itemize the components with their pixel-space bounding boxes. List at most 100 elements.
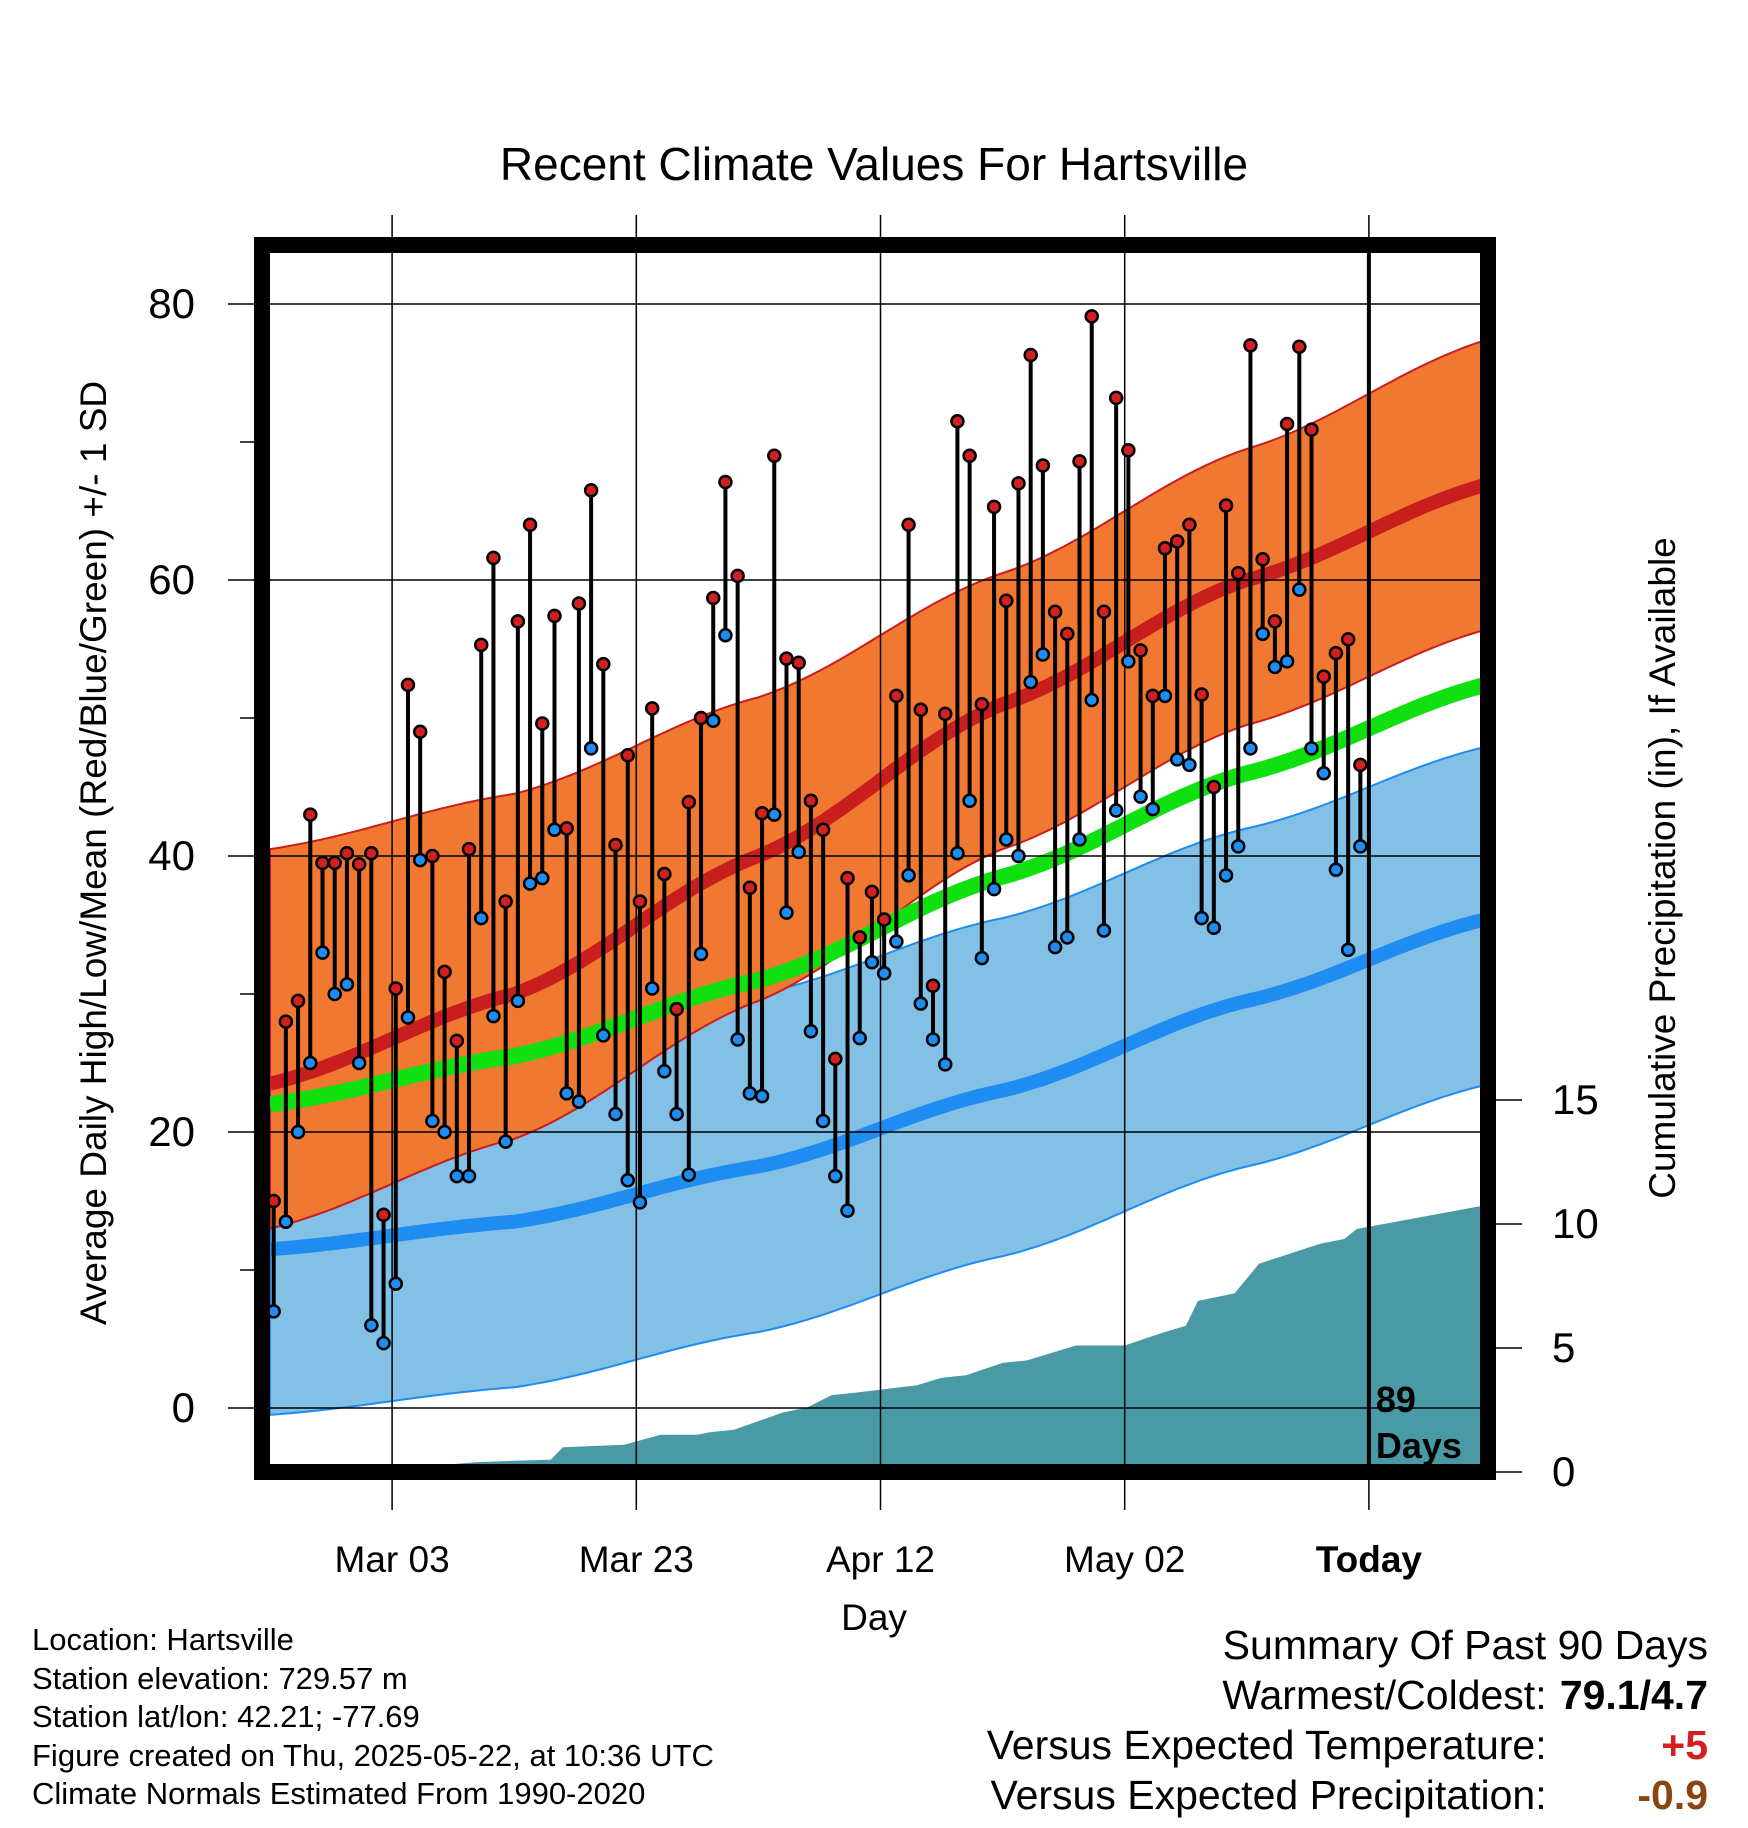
observed-high-point (779, 651, 794, 666)
observed-high-point (1121, 443, 1136, 458)
observed-low-point (1194, 910, 1209, 926)
observed-low-point (1035, 647, 1051, 662)
observed-low-point (571, 1094, 587, 1109)
observed-high-point (1218, 498, 1234, 513)
observed-high-point (705, 590, 721, 606)
observed-high-point (718, 474, 733, 490)
observed-low-point (1157, 688, 1173, 704)
observed-low-point (473, 910, 489, 926)
today-days-number: 89 (1376, 1379, 1416, 1420)
observed-low-point (986, 881, 1002, 897)
observed-low-point (1304, 741, 1319, 756)
observed-low-point (693, 946, 709, 962)
observed-high-point (754, 805, 770, 821)
observed-high-point (937, 706, 953, 722)
observed-high-point (339, 845, 355, 861)
observed-high-point (803, 793, 819, 809)
observed-low-point (950, 845, 965, 861)
observed-high-point (473, 637, 489, 653)
y2-axis-label: Cumulative Precipitation (in), If Availa… (1642, 537, 1683, 1199)
observed-high-point (1243, 338, 1258, 353)
observed-high-point (535, 716, 550, 731)
observed-high-point (632, 894, 648, 909)
observed-high-point (1353, 757, 1368, 773)
observed-low-point (620, 1173, 636, 1188)
observed-low-point (1279, 654, 1295, 669)
observed-low-point (461, 1168, 477, 1184)
y-tick-label: 20 (148, 1108, 195, 1155)
observed-high-point (510, 614, 526, 629)
x-tick-label: Apr 12 (826, 1539, 935, 1580)
observed-high-point (1047, 604, 1063, 619)
plot-frame (254, 237, 1496, 1480)
y2-tick-label: 0 (1552, 1448, 1575, 1495)
observed-high-point (425, 848, 440, 864)
observed-low-point (1292, 582, 1307, 597)
observed-low-point (315, 945, 330, 960)
observed-low-point (535, 870, 550, 886)
observed-high-point (730, 568, 745, 584)
observed-high-point (1231, 565, 1246, 581)
observed-high-point (1194, 687, 1209, 702)
observed-high-point (999, 593, 1014, 608)
observed-high-point (412, 724, 428, 740)
observed-high-point (1157, 541, 1173, 556)
observed-low-point (889, 934, 904, 949)
observed-high-point (1035, 458, 1051, 473)
observed-high-point (620, 748, 636, 763)
observed-low-point (412, 852, 428, 868)
observed-high-point (583, 483, 599, 498)
observed-low-point (937, 1057, 953, 1072)
observed-low-point (1206, 920, 1222, 936)
y-tick-label: 40 (148, 832, 195, 879)
observed-high-point (693, 710, 709, 726)
observed-high-point (644, 701, 660, 716)
observed-low-point (278, 1214, 294, 1229)
observed-high-point (278, 1014, 294, 1029)
observed-high-point (950, 414, 965, 429)
observed-low-point (498, 1134, 513, 1149)
observed-low-point (718, 627, 733, 643)
observed-high-point (290, 993, 306, 1009)
observed-high-point (1255, 552, 1270, 567)
observed-low-point (1047, 939, 1063, 955)
normals-period: Climate Normals Estimated From 1990-2020 (32, 1776, 646, 1811)
precip-departure-value: -0.9 (1637, 1772, 1708, 1818)
y2-tick-label: 10 (1552, 1200, 1599, 1247)
observed-low-point (1060, 930, 1075, 945)
temp-departure-value: +5 (1661, 1722, 1708, 1768)
observed-low-point (583, 741, 599, 756)
station-location: Location: Hartsville (32, 1622, 294, 1657)
observed-high-point (1060, 626, 1075, 642)
observed-low-point (486, 1008, 501, 1024)
x-tick-label: Mar 23 (579, 1539, 694, 1580)
observed-low-point (1084, 692, 1099, 708)
summary-heading: Summary Of Past 90 Days (1222, 1622, 1708, 1668)
observed-high-point (608, 837, 623, 853)
observed-high-point (486, 550, 501, 566)
observed-high-point (913, 702, 929, 717)
observed-high-point (376, 1207, 391, 1223)
summary-panel: Summary Of Past 90 Days Warmest/Coldest:… (987, 1620, 1708, 1820)
plot-area: 89 Days (254, 237, 1496, 1480)
observed-low-point (644, 981, 660, 996)
observed-high-point (742, 880, 758, 895)
observed-high-point (657, 866, 672, 882)
observed-low-point (803, 1024, 819, 1039)
observed-low-point (791, 844, 806, 860)
observed-low-point (1169, 752, 1185, 767)
observed-high-point (1316, 669, 1331, 684)
observed-high-point (1011, 476, 1026, 491)
observed-low-point (1267, 659, 1283, 675)
observed-high-point (571, 596, 587, 611)
observed-low-point (1231, 839, 1246, 854)
observed-low-point (1011, 848, 1026, 864)
observed-high-point (327, 855, 342, 871)
observed-high-point (1096, 604, 1112, 619)
y2-tick-label: 15 (1552, 1076, 1599, 1123)
observed-low-point (1340, 942, 1356, 958)
y-axis-label: Average Daily High/Low/Mean (Red/Blue/Gr… (73, 381, 114, 1325)
observed-high-point (840, 870, 855, 886)
observed-high-point (522, 517, 538, 533)
